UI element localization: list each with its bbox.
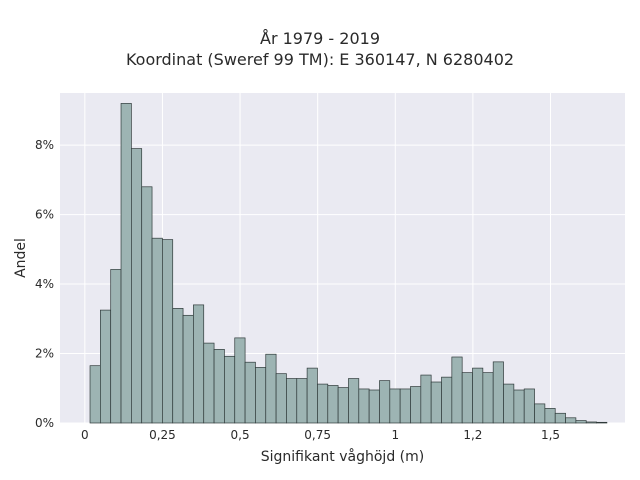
x-tick-label: 0,25 [149, 428, 176, 442]
histogram-bar [379, 380, 391, 424]
histogram-bar [503, 383, 515, 424]
histogram-bar [317, 383, 329, 424]
y-tick-label: 8% [35, 138, 54, 152]
histogram-bar [389, 388, 401, 424]
histogram-bar [244, 361, 256, 424]
histogram-bar [513, 389, 525, 424]
histogram-bar [327, 385, 339, 424]
histogram-bar [410, 386, 422, 424]
histogram-bar [182, 314, 194, 424]
x-tick-label: 1 [391, 428, 399, 442]
histogram-bar [451, 356, 463, 424]
histogram-bar [162, 239, 174, 424]
histogram-bar [368, 389, 380, 424]
histogram-bar [234, 337, 246, 424]
y-tick-label: 2% [35, 347, 54, 361]
chart-title: År 1979 - 2019 [260, 29, 380, 48]
histogram-bar [296, 378, 308, 424]
histogram-bar [461, 372, 473, 424]
x-tick-label: 0,75 [304, 428, 331, 442]
histogram-bar [151, 237, 163, 424]
histogram-bar [141, 186, 153, 424]
histogram-bar [399, 388, 411, 424]
histogram-bar [472, 367, 484, 424]
histogram-bar [203, 342, 215, 424]
histogram-bar [224, 355, 236, 424]
histogram-bar [596, 421, 608, 424]
x-tick-label: 1,2 [463, 428, 482, 442]
histogram-bar [348, 378, 360, 424]
histogram-bar [193, 304, 205, 424]
histogram-bar [172, 308, 184, 424]
histogram-bar [110, 269, 122, 424]
x-tick-label: 0 [81, 428, 89, 442]
y-tick-label: 4% [35, 277, 54, 291]
histogram-bar [420, 374, 432, 424]
histogram-bar [100, 309, 112, 424]
histogram-bar [575, 420, 587, 424]
histogram-bar [275, 373, 287, 424]
histogram-bar [585, 421, 597, 424]
histogram-bar [286, 378, 298, 424]
histogram-bar [120, 103, 132, 424]
histogram-bar [131, 148, 143, 424]
x-tick-label: 1,5 [541, 428, 560, 442]
histogram-bar [358, 388, 370, 424]
histogram-bar [544, 408, 556, 424]
y-tick-label: 0% [35, 416, 54, 430]
histogram-bar [213, 349, 225, 424]
histogram-bar [255, 367, 267, 424]
histogram-bar [492, 361, 504, 424]
x-tick-label: 0,5 [231, 428, 250, 442]
histogram-bar [265, 353, 277, 424]
histogram-bar [554, 412, 566, 424]
histogram-bar [482, 372, 494, 424]
histogram-bar [337, 387, 349, 424]
histogram-bar [565, 417, 577, 424]
y-axis-label: Andel [13, 238, 29, 278]
bars-group [89, 103, 608, 424]
histogram-bar [430, 381, 442, 424]
histogram-bar [441, 376, 453, 424]
histogram-bar [89, 365, 101, 424]
histogram-bar [523, 388, 535, 424]
chart-subtitle: Koordinat (Sweref 99 TM): E 360147, N 62… [125, 50, 515, 69]
x-axis-label: Signifikant våghöjd (m) [261, 448, 424, 465]
histogram-bar [306, 367, 318, 424]
tick-labels: 0 0,25 0,5 0,75 1 1,2 1,5 0% 2% 4% 6% 8% [35, 138, 560, 442]
histogram-bar [534, 403, 546, 424]
y-tick-label: 6% [35, 208, 54, 222]
